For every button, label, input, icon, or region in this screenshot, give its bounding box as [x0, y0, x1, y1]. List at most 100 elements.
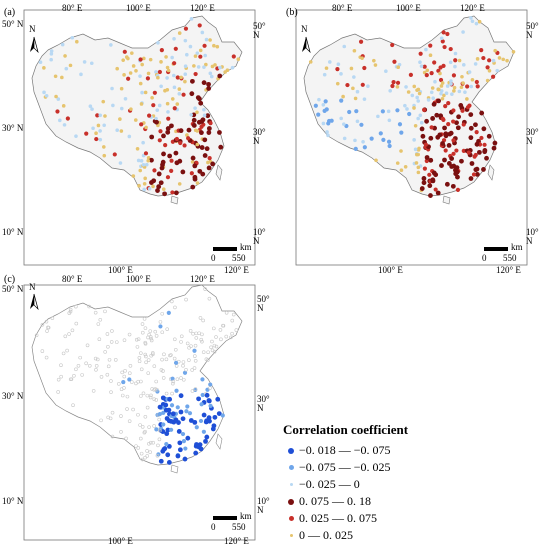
station-point	[74, 321, 79, 326]
station-point	[142, 187, 146, 192]
station-point	[184, 409, 189, 414]
station-point	[479, 110, 485, 116]
scale-zero-a: 0	[211, 253, 216, 263]
station-point	[442, 125, 447, 131]
station-point	[44, 355, 49, 360]
station-point	[190, 78, 195, 84]
hainan-outline-a	[170, 195, 179, 205]
station-point	[141, 140, 145, 145]
station-point	[154, 398, 159, 402]
station-point	[436, 98, 441, 104]
station-point	[359, 122, 364, 127]
station-point	[160, 162, 165, 168]
station-point	[143, 151, 149, 156]
station-point	[422, 70, 427, 75]
station-point	[95, 113, 100, 118]
station-point	[491, 145, 497, 151]
station-point	[212, 43, 216, 48]
station-point	[230, 331, 234, 336]
hainan-outline-b	[442, 195, 451, 205]
station-point	[440, 97, 445, 101]
station-point	[439, 91, 443, 96]
station-point	[49, 52, 54, 56]
station-point	[477, 19, 482, 24]
station-point	[156, 184, 162, 190]
station-point	[158, 180, 164, 186]
station-point	[321, 103, 326, 107]
station-point	[82, 60, 87, 64]
station-point	[201, 412, 207, 418]
station-point	[139, 102, 144, 106]
station-point	[189, 91, 195, 97]
station-point	[146, 371, 151, 375]
right-tick-c-0: 50° N	[257, 294, 270, 313]
station-point	[147, 186, 152, 191]
station-point	[386, 139, 392, 144]
station-point	[465, 105, 471, 110]
north-arrow-icon	[30, 36, 39, 54]
station-point	[182, 143, 187, 148]
station-point	[110, 329, 114, 333]
station-point	[44, 319, 49, 324]
station-point	[172, 36, 176, 41]
station-point	[46, 325, 51, 330]
station-point	[179, 75, 183, 80]
bottom-tick-a-1: 120° E	[224, 265, 249, 275]
right-tick-a-1: 30° N	[253, 127, 266, 146]
station-point	[435, 190, 441, 196]
station-point	[141, 391, 146, 396]
scale-bar-b	[484, 247, 508, 251]
station-point	[418, 51, 423, 56]
panel-label-c: (c)	[4, 274, 16, 285]
station-point	[415, 88, 419, 92]
station-point	[214, 335, 218, 339]
station-point	[206, 81, 211, 87]
station-point	[187, 346, 191, 350]
station-point	[392, 59, 397, 64]
station-point	[419, 186, 425, 191]
top-tick-a-2: 120° E	[190, 3, 215, 13]
station-point	[177, 91, 182, 96]
station-point	[103, 114, 107, 118]
station-point	[170, 190, 175, 195]
map-panel-c: (c) N 80° E 100° E 120° E 50° N 30° N 10…	[0, 275, 275, 550]
station-point	[208, 386, 212, 390]
station-point	[214, 344, 219, 349]
station-point	[165, 126, 171, 131]
station-point	[443, 104, 448, 109]
station-point	[190, 368, 194, 372]
station-points-b	[308, 16, 516, 198]
station-point	[481, 126, 487, 132]
station-point	[195, 110, 199, 115]
station-point	[481, 55, 486, 61]
station-point	[103, 309, 107, 314]
station-point	[195, 51, 200, 55]
station-point	[139, 379, 143, 384]
station-point	[448, 130, 454, 136]
station-point	[154, 116, 158, 121]
station-point	[111, 103, 115, 108]
station-point	[157, 411, 163, 417]
station-point	[425, 68, 430, 73]
station-point	[173, 337, 177, 342]
station-point	[209, 74, 214, 79]
station-point	[482, 142, 487, 147]
station-point	[185, 435, 191, 441]
station-point	[450, 183, 456, 189]
legend-title: Correlation coefficient	[283, 422, 409, 437]
left-tick-c-2: 10° N	[2, 496, 24, 506]
station-point	[167, 153, 173, 159]
station-point	[127, 371, 132, 376]
station-point	[166, 443, 172, 449]
station-point	[140, 457, 145, 462]
station-point	[68, 377, 73, 382]
panel-label-a: (a)	[4, 7, 16, 18]
station-point	[342, 122, 346, 126]
station-point	[163, 407, 169, 413]
station-point	[204, 37, 209, 42]
station-point	[177, 182, 182, 186]
station-point	[98, 137, 103, 142]
station-point	[172, 61, 177, 66]
station-point	[428, 53, 433, 58]
station-point	[325, 130, 329, 134]
